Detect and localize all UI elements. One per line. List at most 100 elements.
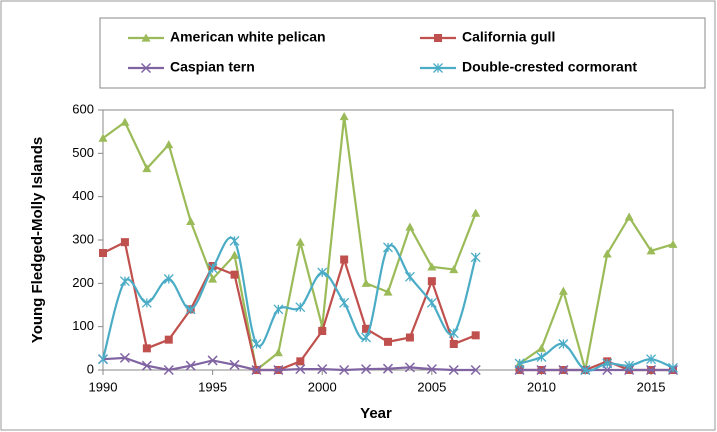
marker (295, 364, 306, 375)
legend-marker (433, 63, 443, 73)
marker (382, 363, 394, 374)
marker (251, 364, 262, 376)
marker (361, 332, 372, 343)
marker (602, 249, 612, 258)
marker (404, 271, 415, 282)
y-tick-label: 400 (72, 188, 94, 203)
legend-label: California gull (462, 29, 555, 45)
marker (98, 354, 108, 365)
marker (668, 362, 678, 373)
marker (580, 365, 591, 375)
marker (142, 164, 152, 173)
y-tick-label: 300 (72, 231, 94, 246)
marker (558, 339, 569, 349)
marker (229, 359, 240, 370)
marker (251, 339, 262, 349)
x-axis-title: Year (360, 405, 392, 422)
marker (340, 255, 349, 264)
marker (317, 267, 328, 278)
marker (120, 117, 130, 126)
marker (141, 297, 152, 308)
marker (362, 324, 371, 333)
marker (185, 360, 196, 371)
marker (558, 286, 568, 295)
legend-marker (140, 62, 152, 74)
marker (295, 302, 306, 313)
marker (317, 364, 328, 375)
x-tick-label: 1995 (198, 379, 227, 394)
series-line (102, 116, 674, 372)
marker (185, 304, 196, 315)
marker (98, 133, 108, 142)
marker (404, 362, 415, 373)
y-tick-label: 600 (72, 101, 94, 116)
marker (361, 278, 371, 287)
marker (207, 263, 218, 274)
marker (339, 112, 349, 121)
marker (449, 264, 459, 274)
marker (207, 355, 218, 366)
marker (536, 364, 547, 376)
marker (624, 212, 634, 221)
marker (273, 348, 283, 357)
x-tick-label: 2010 (527, 379, 556, 394)
x-tick-label: 2000 (308, 379, 337, 394)
legend-box (99, 17, 706, 89)
y-tick-label: 500 (72, 145, 94, 160)
x-tick-label: 2015 (637, 379, 666, 394)
series-line (102, 356, 673, 372)
marker (273, 304, 284, 315)
marker (230, 270, 239, 279)
legend-marker (141, 33, 151, 42)
y-tick-label: 100 (72, 318, 94, 333)
marker (318, 327, 327, 335)
marker (602, 358, 613, 369)
plot-area (102, 109, 674, 371)
marker (646, 364, 657, 376)
marker (99, 249, 107, 257)
marker (164, 335, 173, 344)
x-tick-label: 1990 (89, 379, 118, 394)
marker (514, 358, 525, 369)
y-tick-label: 200 (72, 275, 94, 290)
marker (164, 140, 174, 149)
marker (186, 216, 196, 225)
marker (163, 364, 174, 376)
marker (470, 364, 481, 376)
marker (470, 252, 481, 263)
legend-label: American white pelican (170, 29, 326, 45)
y-tick-label: 0 (87, 361, 94, 376)
marker (646, 246, 656, 255)
marker (668, 239, 678, 248)
marker (119, 276, 130, 287)
x-tick-label: 2005 (417, 379, 446, 394)
marker (296, 357, 305, 366)
legend-label: Double-crested cormorant (462, 59, 637, 75)
marker (208, 274, 218, 283)
marker (427, 262, 437, 271)
marker (426, 297, 437, 308)
marker (471, 331, 480, 340)
marker (427, 277, 436, 286)
marker (163, 274, 174, 284)
marker (295, 237, 305, 246)
series-line (101, 236, 674, 372)
marker (119, 352, 130, 363)
marker (646, 354, 657, 365)
legend-marker (434, 34, 442, 42)
legend-label: Caspian tern (170, 59, 255, 75)
marker (339, 364, 350, 376)
marker (361, 364, 372, 375)
marker (230, 250, 240, 259)
marker (120, 238, 129, 247)
marker (141, 360, 152, 371)
y-axis-title: Young Fledged-Molly Islands (29, 137, 46, 343)
marker (536, 352, 547, 362)
marker (471, 208, 481, 217)
marker (405, 222, 415, 231)
marker (426, 364, 437, 375)
marker (339, 297, 350, 308)
marker (384, 337, 392, 346)
